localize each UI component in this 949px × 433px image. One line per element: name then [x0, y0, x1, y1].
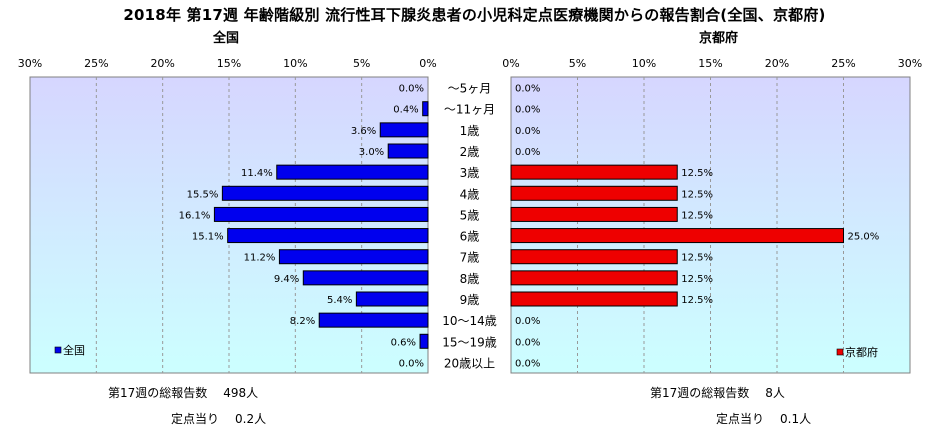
- data-label-left: 3.0%: [359, 147, 384, 158]
- x-tick-label-left: 10%: [283, 57, 307, 70]
- right-total: 第17週の総報告数 8人: [650, 384, 785, 401]
- data-label-right: 0.0%: [515, 316, 540, 327]
- category-label: 8歳: [460, 272, 480, 286]
- left-total-label: 第17週の総報告数: [108, 386, 208, 400]
- x-tick-label-left: 30%: [18, 57, 42, 70]
- x-tick-label-left: 0%: [419, 57, 436, 70]
- data-label-right: 0.0%: [515, 147, 540, 158]
- data-label-right: 12.5%: [681, 210, 713, 221]
- left-per: 定点当り 0.2人: [171, 410, 266, 427]
- legend-swatch-right: [836, 348, 844, 356]
- data-label-left: 0.4%: [393, 105, 418, 116]
- right-per: 定点当り 0.1人: [716, 410, 811, 427]
- category-label: 2歳: [460, 145, 480, 159]
- bar-right: [510, 206, 678, 222]
- chart-title: 2018年 第17週 年齢階級別 流行性耳下腺炎患者の小児科定点医療機関からの報…: [123, 6, 826, 24]
- bar-right: [510, 291, 678, 307]
- legend-swatch-left: [54, 346, 62, 354]
- left-total: 第17週の総報告数 498人: [108, 384, 258, 401]
- data-label-left: 5.4%: [327, 295, 352, 306]
- left-per-label: 定点当り: [171, 412, 220, 426]
- bar-left: [355, 291, 429, 307]
- data-label-right: 0.0%: [515, 126, 540, 137]
- x-tick-label-right: 20%: [765, 57, 789, 70]
- bar-right: [510, 228, 844, 244]
- legend-label-right: 京都府: [845, 345, 878, 359]
- data-label-right: 0.0%: [515, 105, 540, 116]
- data-label-right: 25.0%: [848, 232, 880, 243]
- category-label: 5歳: [460, 208, 480, 222]
- bar-left: [278, 249, 429, 265]
- right-per-label: 定点当り: [716, 412, 765, 426]
- category-label: ～5ヶ月: [448, 82, 492, 96]
- x-tick-label-left: 25%: [84, 57, 108, 70]
- x-tick-label-right: 5%: [569, 57, 586, 70]
- right-panel-title: 京都府: [699, 31, 739, 46]
- right-per-value: 0.1人: [780, 412, 812, 426]
- data-label-left: 15.5%: [187, 189, 219, 200]
- bar-right: [510, 185, 678, 201]
- data-label-left: 16.1%: [179, 210, 211, 221]
- data-label-left: 3.6%: [351, 126, 376, 137]
- bar-left: [318, 312, 429, 328]
- bar-left: [302, 270, 429, 286]
- category-label: ～11ヶ月: [444, 103, 495, 117]
- bar-left: [213, 206, 429, 222]
- x-tick-label-right: 30%: [898, 57, 922, 70]
- x-tick-label-left: 20%: [150, 57, 174, 70]
- data-label-right: 12.5%: [681, 295, 713, 306]
- data-label-left: 11.4%: [241, 168, 273, 179]
- category-label: 15～19歳: [442, 335, 497, 349]
- x-tick-label-right: 25%: [831, 57, 855, 70]
- data-label-left: 8.2%: [290, 316, 315, 327]
- bar-left: [422, 101, 429, 117]
- data-label-right: 0.0%: [515, 337, 540, 348]
- category-label: 6歳: [460, 230, 480, 244]
- bar-right: [510, 249, 678, 265]
- data-label-right: 12.5%: [681, 253, 713, 264]
- category-label: 1歳: [460, 124, 480, 138]
- data-label-right: 12.5%: [681, 189, 713, 200]
- category-label: 20歳以上: [444, 356, 495, 370]
- data-label-left: 15.1%: [192, 232, 224, 243]
- legend-label-left: 全国: [63, 343, 85, 357]
- data-label-right: 0.0%: [515, 84, 540, 95]
- category-label: 10～14歳: [442, 314, 497, 328]
- bar-left: [379, 122, 429, 138]
- data-label-left: 0.0%: [399, 358, 424, 369]
- left-total-value: 498人: [223, 386, 259, 400]
- bar-right: [510, 164, 678, 180]
- data-label-right: 0.0%: [515, 358, 540, 369]
- category-label: 4歳: [460, 187, 480, 201]
- category-label: 9歳: [460, 293, 480, 307]
- x-tick-label-left: 5%: [353, 57, 370, 70]
- left-per-value: 0.2人: [235, 412, 267, 426]
- category-label: 7歳: [460, 251, 480, 265]
- left-panel-title: 全国: [213, 31, 240, 46]
- data-label-left: 0.0%: [399, 84, 424, 95]
- bar-left: [221, 185, 429, 201]
- bar-right: [510, 270, 678, 286]
- category-label: 3歳: [460, 166, 480, 180]
- data-label-left: 0.6%: [391, 337, 416, 348]
- bar-left: [419, 333, 429, 349]
- data-label-left: 9.4%: [274, 274, 299, 285]
- x-tick-label-right: 0%: [502, 57, 519, 70]
- x-tick-label-right: 10%: [632, 57, 656, 70]
- bar-left: [276, 164, 429, 180]
- data-label-right: 12.5%: [681, 168, 713, 179]
- right-total-label: 第17週の総報告数: [650, 386, 750, 400]
- data-label-right: 12.5%: [681, 274, 713, 285]
- bar-left: [227, 228, 429, 244]
- data-label-left: 11.2%: [244, 253, 276, 264]
- bar-left: [387, 143, 429, 159]
- right-total-value: 8人: [765, 386, 785, 400]
- x-tick-label-left: 15%: [217, 57, 241, 70]
- x-tick-label-right: 15%: [698, 57, 722, 70]
